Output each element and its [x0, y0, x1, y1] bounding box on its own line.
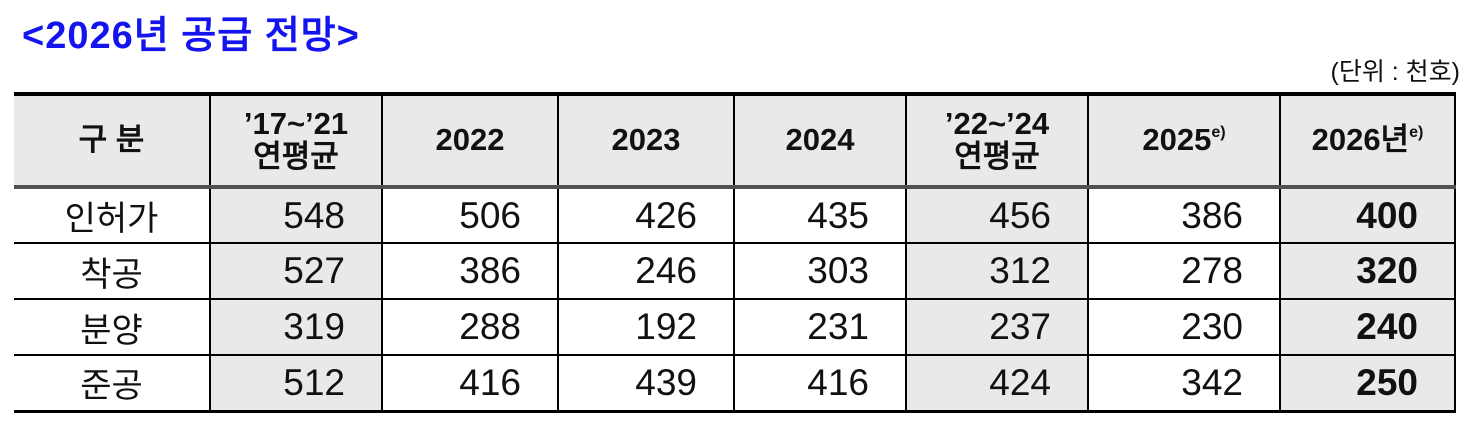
table-row-permits: 인허가 548 506 426 435 456 386 400: [14, 186, 1455, 243]
value-cell: 288: [381, 298, 558, 355]
value-cell: 303: [733, 242, 906, 299]
col-header-avg-22-24: ’22~’24 연평균: [905, 94, 1088, 189]
value-cell: 319: [209, 298, 382, 355]
value-cell: 439: [557, 354, 734, 411]
col-header-2025e: 2025e): [1087, 94, 1280, 189]
value-cell: 237: [905, 298, 1088, 355]
value-cell: 342: [1087, 354, 1280, 411]
col-header-2022: 2022: [381, 94, 558, 189]
value-cell: 435: [733, 186, 906, 243]
value-cell: 278: [1087, 242, 1280, 299]
value-cell: 424: [905, 354, 1088, 411]
value-cell: 456: [905, 186, 1088, 243]
value-cell: 231: [733, 298, 906, 355]
value-cell: 512: [209, 354, 382, 411]
category-cell: 인허가: [14, 186, 210, 243]
forecast-value-cell: 400: [1279, 186, 1455, 243]
forecast-value-cell: 250: [1279, 354, 1455, 411]
value-cell: 230: [1087, 298, 1280, 355]
header-row: 구 분 ’17~’21 연평균 2022 2023 2024: [14, 94, 1455, 189]
value-cell: 548: [209, 186, 382, 243]
table-row-starts: 착공 527 386 246 303 312 278 320: [14, 242, 1455, 299]
supply-outlook-table: 구 분 ’17~’21 연평균 2022 2023 2024: [14, 92, 1456, 413]
value-cell: 506: [381, 186, 558, 243]
col-header-category: 구 분: [14, 94, 210, 189]
category-cell: 착공: [14, 242, 210, 299]
unit-note: (단위 : 천호): [1330, 58, 1461, 86]
forecast-value-cell: 320: [1279, 242, 1455, 299]
value-cell: 246: [557, 242, 734, 299]
value-cell: 312: [905, 242, 1088, 299]
col-header-2023: 2023: [557, 94, 734, 189]
forecast-value-cell: 240: [1279, 298, 1455, 355]
page-title: <2026년 공급 전망>: [22, 15, 360, 57]
category-cell: 준공: [14, 354, 210, 411]
col-header-2026e: 2026년e): [1279, 94, 1455, 189]
value-cell: 416: [733, 354, 906, 411]
value-cell: 386: [381, 242, 558, 299]
value-cell: 527: [209, 242, 382, 299]
value-cell: 426: [557, 186, 734, 243]
value-cell: 416: [381, 354, 558, 411]
col-header-avg-17-21: ’17~’21 연평균: [209, 94, 382, 189]
category-cell: 분양: [14, 298, 210, 355]
value-cell: 192: [557, 298, 734, 355]
table-row-completions: 준공 512 416 439 416 424 342 250: [14, 354, 1455, 411]
col-header-2024: 2024: [733, 94, 906, 189]
table-row-presales: 분양 319 288 192 231 237 230 240: [14, 298, 1455, 355]
value-cell: 386: [1087, 186, 1280, 243]
